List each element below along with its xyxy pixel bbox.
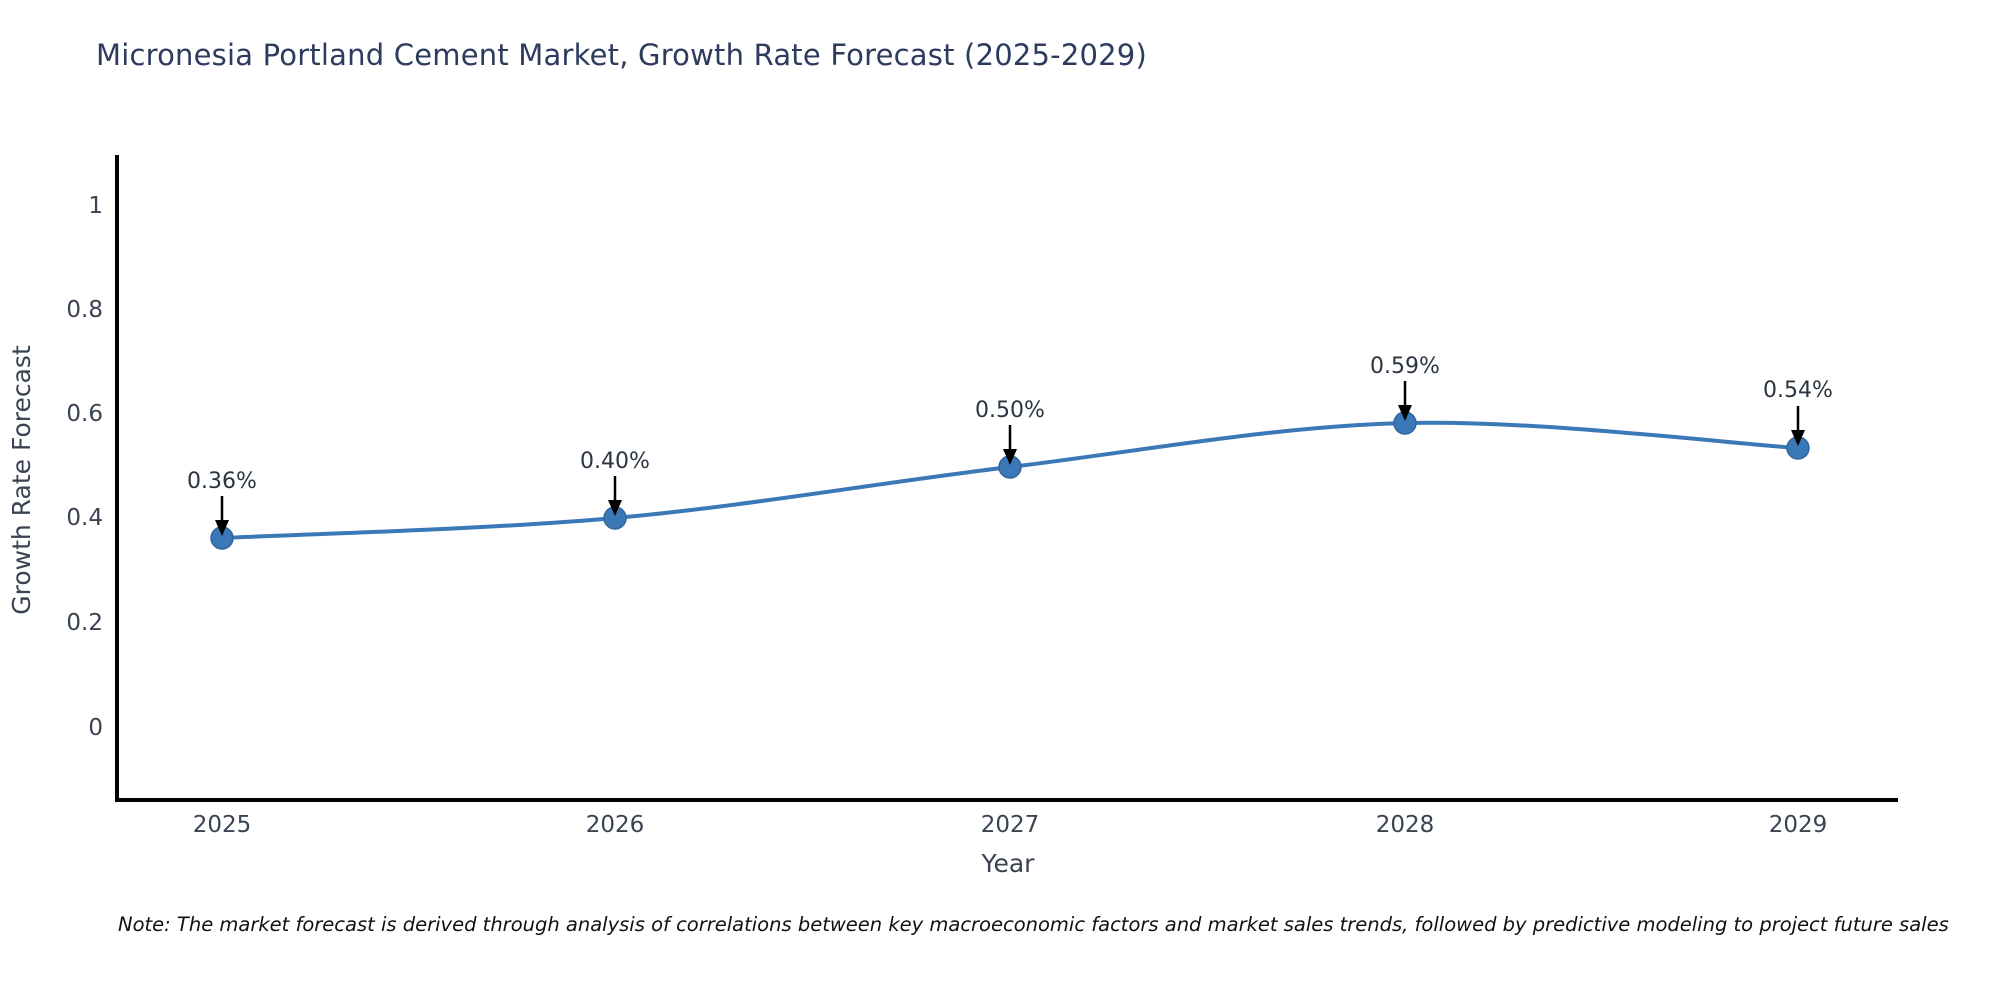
x-tick-label: 2025 — [193, 812, 252, 838]
y-tick-label: 0 — [88, 715, 103, 741]
chart-title: Micronesia Portland Cement Market, Growt… — [96, 38, 1147, 72]
x-tick-label: 2029 — [1769, 812, 1828, 838]
x-tick-label: 2026 — [586, 812, 645, 838]
point-value-label: 0.36% — [187, 469, 257, 494]
y-tick-label: 0.2 — [66, 610, 103, 636]
y-tick-label: 0.4 — [66, 505, 103, 531]
annotation-arrow-head — [1398, 405, 1412, 421]
annotation-arrow-head — [1791, 430, 1805, 446]
y-axis-title: Growth Rate Forecast — [7, 345, 36, 615]
point-value-label: 0.59% — [1370, 354, 1440, 379]
x-axis-title: Year — [981, 849, 1036, 878]
y-tick-label: 0.6 — [66, 401, 103, 427]
annotation-arrow-head — [608, 500, 622, 516]
annotation-arrow-head — [1003, 449, 1017, 465]
point-value-label: 0.54% — [1763, 378, 1833, 403]
x-tick-label: 2027 — [981, 812, 1040, 838]
y-tick-label: 1 — [88, 193, 103, 219]
annotation-arrow-head — [215, 520, 229, 536]
x-tick-label: 2028 — [1376, 812, 1435, 838]
y-tick-label: 0.8 — [66, 297, 103, 323]
point-value-label: 0.50% — [975, 398, 1045, 423]
footnote: Note: The market forecast is derived thr… — [118, 913, 1949, 936]
point-value-label: 0.40% — [580, 449, 650, 474]
